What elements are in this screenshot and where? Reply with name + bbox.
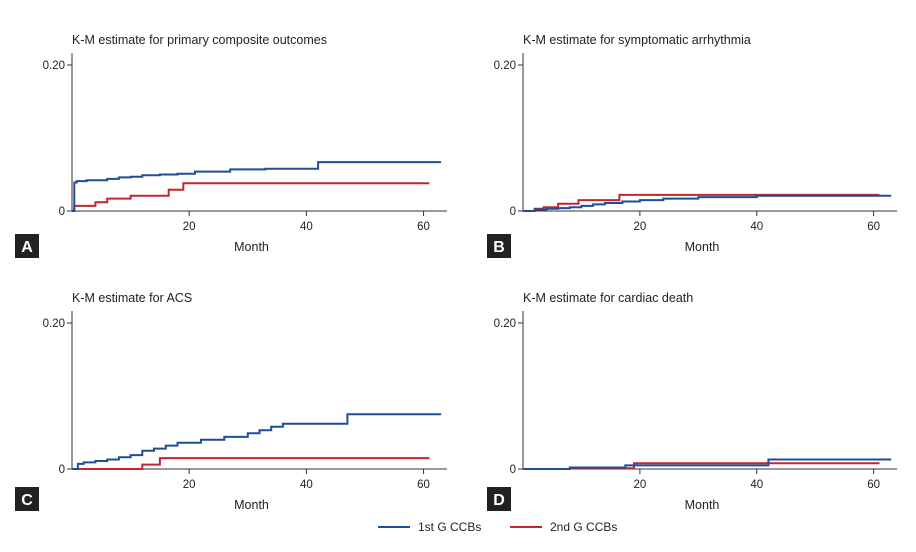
x-tick-label: 40 xyxy=(750,479,763,491)
series-line-1st-g-ccbs xyxy=(72,413,442,470)
y-tick-label: 0.20 xyxy=(494,318,516,330)
panel-b: K-M estimate for symptomatic arrhythmia 0… xyxy=(487,33,897,258)
x-axis-label: Month xyxy=(685,240,720,254)
panel-title: K-M estimate for symptomatic arrhythmia xyxy=(523,33,751,47)
y-tick-label: 0 xyxy=(59,464,65,476)
series-line-2nd-g-ccbs xyxy=(72,457,430,470)
x-tick-label: 20 xyxy=(183,221,196,233)
x-tick-label: 60 xyxy=(417,221,430,233)
x-tick-label: 40 xyxy=(750,221,763,233)
panel-badge-box xyxy=(487,234,511,258)
x-axis-label: Month xyxy=(234,498,269,512)
x-axis-label: Month xyxy=(685,498,720,512)
panel-letter: A xyxy=(21,239,33,256)
panel-badge: B xyxy=(487,234,511,258)
panel-badge: C xyxy=(15,487,39,511)
series-line-1st-g-ccbs xyxy=(523,458,892,470)
panel-badge-box xyxy=(15,234,39,258)
x-tick-label: 20 xyxy=(633,479,646,491)
panel-letter: D xyxy=(493,492,505,509)
x-tick-label: 20 xyxy=(633,221,646,233)
x-axis-label: Month xyxy=(234,240,269,254)
panel-d: K-M estimate for cardiac death 0 0.20 20 40 6… xyxy=(487,291,897,512)
panel-badge-box xyxy=(487,487,511,511)
panel-a: K-M estimate for primary composite outco… xyxy=(15,33,447,258)
panel-title: K-M estimate for ACS xyxy=(72,291,192,305)
legend-label: 1st G CCBs xyxy=(418,520,481,534)
panel-title: K-M estimate for primary composite outco… xyxy=(72,33,327,47)
y-tick-label: 0.20 xyxy=(494,60,516,72)
series-line-1st-g-ccbs xyxy=(523,194,892,212)
x-tick-label: 40 xyxy=(300,221,313,233)
x-tick-label: 40 xyxy=(300,479,313,491)
panel-letter: C xyxy=(21,492,33,509)
panel-title: K-M estimate for cardiac death xyxy=(523,291,693,305)
y-tick-label: 0 xyxy=(59,206,65,218)
panel-badge-box xyxy=(15,487,39,511)
legend: 1st G CCBs 2nd G CCBs xyxy=(378,520,617,534)
panel-badge: A xyxy=(15,234,39,258)
x-tick-label: 60 xyxy=(867,221,880,233)
y-tick-label: 0.20 xyxy=(43,318,65,330)
series-line-1st-g-ccbs xyxy=(72,161,442,212)
y-tick-label: 0 xyxy=(510,206,516,218)
x-tick-label: 20 xyxy=(183,479,196,491)
panel-badge: D xyxy=(487,487,511,511)
panel-letter: B xyxy=(493,239,505,256)
x-tick-label: 60 xyxy=(867,479,880,491)
y-tick-label: 0 xyxy=(510,464,516,476)
legend-label: 2nd G CCBs xyxy=(550,520,617,534)
y-tick-label: 0.20 xyxy=(43,60,65,72)
x-tick-label: 60 xyxy=(417,479,430,491)
series-line-2nd-g-ccbs xyxy=(72,182,430,212)
panel-c: K-M estimate for ACS 0 0.20 20 40 60 Month C xyxy=(15,291,447,512)
